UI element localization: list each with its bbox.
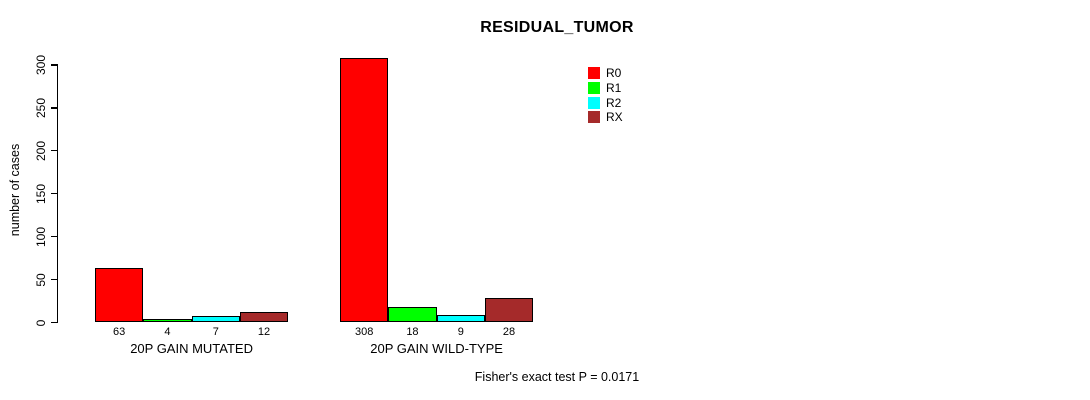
bar-value-label: 7 xyxy=(212,325,219,338)
bar-value-label: 9 xyxy=(457,325,464,338)
legend-swatch-r2 xyxy=(588,96,600,109)
bar-value-label: 28 xyxy=(502,325,516,338)
bar-r0-group2 xyxy=(340,58,389,323)
legend-swatch-r0 xyxy=(588,67,600,80)
y-axis-tick xyxy=(51,236,58,238)
legend-label-r2: R2 xyxy=(606,95,622,110)
bar-rx-group2 xyxy=(484,298,534,323)
bar-value-label: 308 xyxy=(354,325,374,338)
y-axis-tick-label: 150 xyxy=(34,183,48,204)
category-label: 20P GAIN MUTATED xyxy=(130,341,253,356)
y-axis-tick xyxy=(51,278,58,281)
bar-r2-group2 xyxy=(436,314,485,323)
legend: R0 R1 R2 RX xyxy=(588,66,623,125)
y-axis-tick xyxy=(51,193,58,195)
bar-value-label: 4 xyxy=(164,325,171,338)
category-label: 20P GAIN WILD-TYPE xyxy=(370,341,503,356)
legend-item-rx: RX xyxy=(588,110,623,125)
legend-swatch-rx xyxy=(588,111,600,124)
bar-value-label: 63 xyxy=(113,325,126,338)
y-axis-tick-label: 100 xyxy=(34,226,48,247)
y-axis-tick-label: 250 xyxy=(34,97,48,118)
y-axis-tick xyxy=(51,64,58,66)
bar-value-label: 12 xyxy=(257,325,271,338)
legend-label-r0: R0 xyxy=(606,66,622,81)
bar-r2-group1 xyxy=(191,316,240,323)
legend-label-r1: R1 xyxy=(606,81,622,96)
legend-item-r1: R1 xyxy=(588,81,623,96)
y-axis-tick-label: 0 xyxy=(34,319,48,326)
legend-item-r2: R2 xyxy=(588,95,623,110)
y-axis-tick xyxy=(51,150,58,152)
y-axis-tick xyxy=(51,321,58,324)
bar-r1-group1 xyxy=(143,319,192,323)
legend-swatch-r1 xyxy=(588,82,600,95)
bar-r0-group1 xyxy=(95,268,144,323)
bar-rx-group1 xyxy=(239,312,289,323)
chart-title: RESIDUAL_TUMOR xyxy=(480,19,634,36)
y-axis-tick xyxy=(51,107,58,109)
annotation-text: Fisher's exact test P = 0.0171 xyxy=(474,370,640,384)
bar-value-label: 18 xyxy=(406,325,419,338)
bar-r1-group2 xyxy=(388,307,437,323)
y-axis-tick-label: 200 xyxy=(34,140,48,161)
legend-item-r0: R0 xyxy=(588,66,623,81)
legend-label-rx: RX xyxy=(606,110,623,125)
y-axis-tick-label: 50 xyxy=(34,272,48,287)
y-axis-tick-label: 300 xyxy=(34,54,48,76)
